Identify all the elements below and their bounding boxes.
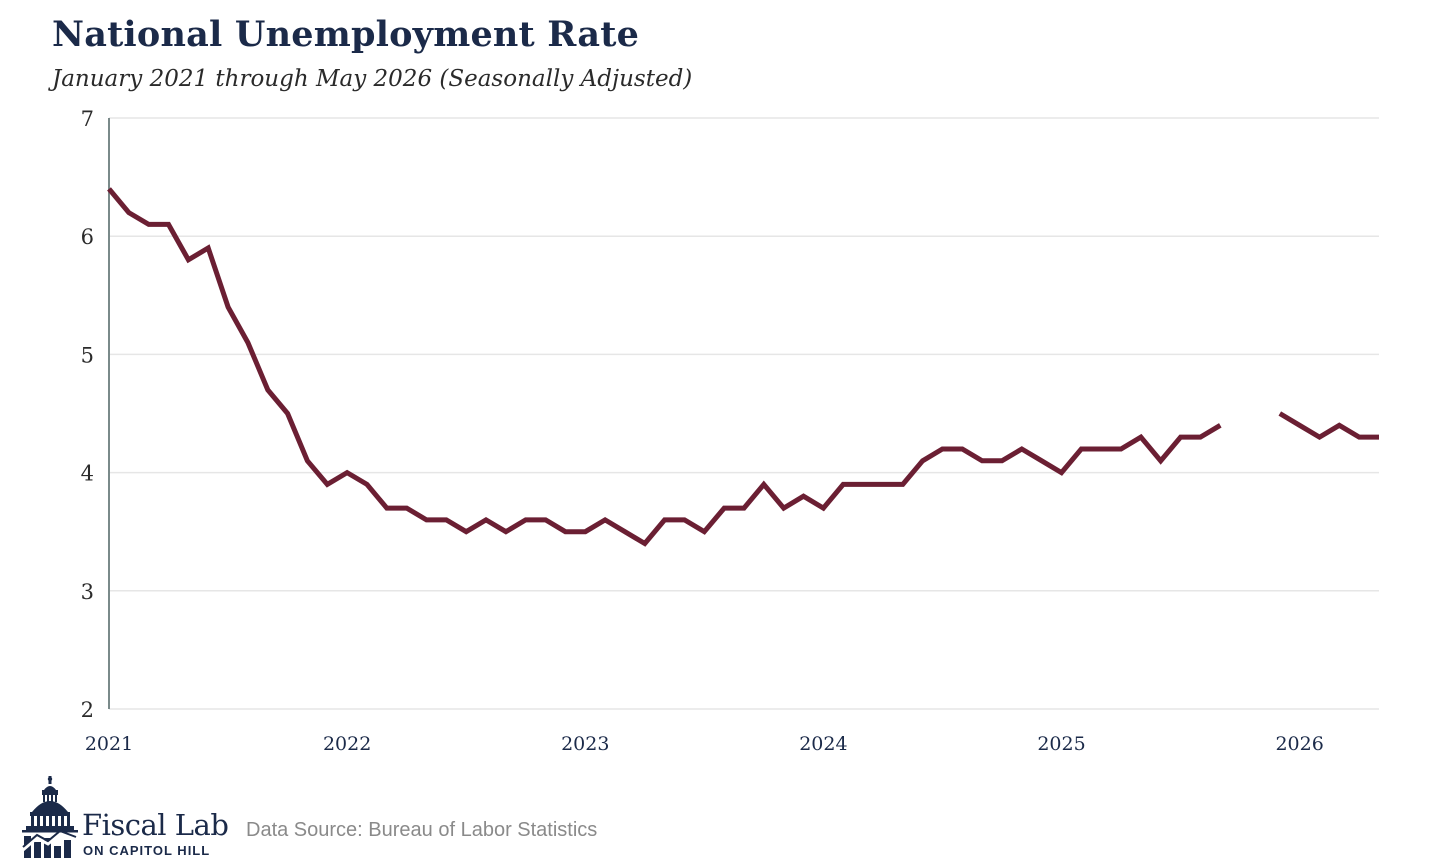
data-point-2023-12 <box>801 494 806 499</box>
data-point-2025-03 <box>1099 447 1104 452</box>
data-point-2021-07 <box>226 305 231 310</box>
data-point-2023-04 <box>642 541 647 546</box>
data-point-2022-11 <box>543 517 548 522</box>
data-point-2022-02 <box>365 482 370 487</box>
data-point-2021-12 <box>325 482 330 487</box>
x-tick-label-2022: 2022 <box>323 733 371 755</box>
y-tick-label-6: 6 <box>81 225 94 249</box>
data-point-2026-01 <box>1297 423 1302 428</box>
data-point-2024-11 <box>1019 447 1024 452</box>
series-line-segment-2 <box>1278 411 1379 441</box>
data-point-2025-07 <box>1178 435 1183 440</box>
data-point-2023-08 <box>722 506 727 511</box>
data-point-2021-06 <box>206 246 211 251</box>
data-point-2023-01 <box>583 529 588 534</box>
chart-title: National Unemployment Rate <box>52 14 640 55</box>
data-point-2023-05 <box>662 517 667 522</box>
x-tick-label-2024: 2024 <box>799 733 847 755</box>
data-point-2026-04 <box>1357 435 1362 440</box>
data-point-2022-04 <box>404 506 409 511</box>
x-tick-label-2025: 2025 <box>1037 733 1085 755</box>
x-tick-label-2023: 2023 <box>561 733 609 755</box>
x-tick-label-2026: 2026 <box>1275 733 1323 755</box>
data-point-2026-05 <box>1377 435 1382 440</box>
x-tick-label-2021: 2021 <box>85 733 133 755</box>
data-point-2022-12 <box>563 529 568 534</box>
data-point-2025-09 <box>1218 423 1223 428</box>
data-point-2025-04 <box>1119 447 1124 452</box>
data-point-2021-11 <box>305 458 310 463</box>
data-point-2022-08 <box>484 517 489 522</box>
data-point-2024-12 <box>1039 458 1044 463</box>
y-tick-label-3: 3 <box>81 580 94 604</box>
data-point-2024-09 <box>980 458 985 463</box>
data-source: Data Source: Bureau of Labor Statistics <box>246 819 598 841</box>
data-point-2024-05 <box>900 482 905 487</box>
footer: Fiscal Lab ON CAPITOL HILL Data Source: … <box>20 776 720 860</box>
data-point-2025-01 <box>1059 470 1064 475</box>
unemployment-line-chart: 7 6 5 4 3 2 2021 2022 2023 2024 2025 2026 <box>81 107 1382 755</box>
data-point-2024-10 <box>1000 458 1005 463</box>
brand-name: Fiscal Lab <box>82 808 229 842</box>
data-point-2023-11 <box>781 506 786 511</box>
data-point-2024-03 <box>861 482 866 487</box>
data-point-2025-12 <box>1277 411 1282 416</box>
data-point-2022-03 <box>384 506 389 511</box>
data-point-2022-10 <box>523 517 528 522</box>
data-point-2024-04 <box>880 482 885 487</box>
data-point-2021-03 <box>146 222 151 227</box>
data-point-2021-01 <box>107 186 112 191</box>
data-point-2023-06 <box>682 517 687 522</box>
brand-subtitle: ON CAPITOL HILL <box>83 843 211 858</box>
data-point-2021-02 <box>126 210 131 215</box>
data-point-2022-01 <box>345 470 350 475</box>
data-point-2022-09 <box>503 529 508 534</box>
data-point-2025-08 <box>1198 435 1203 440</box>
data-point-2023-02 <box>603 517 608 522</box>
data-point-2024-01 <box>821 506 826 511</box>
data-point-2026-03 <box>1337 423 1342 428</box>
data-point-2024-08 <box>960 447 965 452</box>
capitol-dome-icon <box>22 776 78 858</box>
data-point-2022-06 <box>444 517 449 522</box>
series-line-segment-1 <box>107 187 1222 547</box>
data-point-2023-07 <box>702 529 707 534</box>
data-point-2021-05 <box>186 257 191 262</box>
data-point-2021-10 <box>285 411 290 416</box>
data-point-2022-05 <box>424 517 429 522</box>
y-tick-label-5: 5 <box>81 343 94 367</box>
data-point-2026-02 <box>1317 435 1322 440</box>
data-point-2021-08 <box>245 340 250 345</box>
y-tick-label-2: 2 <box>81 698 94 722</box>
data-point-2021-04 <box>166 222 171 227</box>
data-point-2025-05 <box>1138 435 1143 440</box>
data-point-2024-06 <box>920 458 925 463</box>
data-point-2024-02 <box>841 482 846 487</box>
data-point-2021-09 <box>265 387 270 392</box>
data-point-2024-07 <box>940 447 945 452</box>
y-tick-label-4: 4 <box>81 462 94 486</box>
data-point-2025-02 <box>1079 447 1084 452</box>
data-point-2023-03 <box>622 529 627 534</box>
data-point-2023-10 <box>761 482 766 487</box>
y-tick-label-7: 7 <box>81 107 94 131</box>
data-point-2025-06 <box>1158 458 1163 463</box>
data-point-2022-07 <box>464 529 469 534</box>
data-point-2023-09 <box>742 506 747 511</box>
chart-subtitle: January 2021 through May 2026 (Seasonall… <box>52 66 693 92</box>
